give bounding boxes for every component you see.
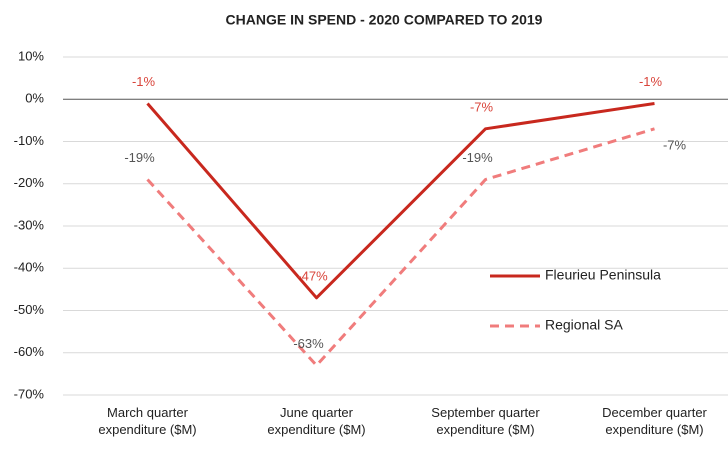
y-tick-label: -20% bbox=[14, 175, 45, 190]
y-tick-label: -10% bbox=[14, 133, 45, 148]
line-series bbox=[146, 101, 655, 300]
y-tick-label: -30% bbox=[14, 217, 45, 232]
y-tick-label: -70% bbox=[14, 386, 45, 401]
data-label: -63% bbox=[293, 336, 324, 351]
legend-label: Regional SA bbox=[545, 317, 623, 333]
data-label: -1% bbox=[132, 74, 156, 89]
y-tick-label: -50% bbox=[14, 302, 45, 317]
y-tick-label: -60% bbox=[14, 344, 45, 359]
x-tick-label: March quarter expenditure ($M) bbox=[98, 405, 197, 437]
legend-label: Fleurieu Peninsula bbox=[545, 267, 661, 283]
data-label: -47% bbox=[297, 268, 328, 283]
y-tick-label: 10% bbox=[18, 48, 44, 63]
data-label: -7% bbox=[663, 137, 687, 152]
chart-title: CHANGE IN SPEND - 2020 COMPARED TO 2019 bbox=[226, 12, 543, 28]
y-tick-label: 0% bbox=[25, 91, 44, 106]
data-label: -19% bbox=[462, 150, 493, 165]
y-tick-label: -40% bbox=[14, 260, 45, 275]
x-tick-label: December quarter expenditure ($M) bbox=[602, 405, 707, 437]
data-label: -7% bbox=[470, 99, 494, 114]
data-label: -19% bbox=[124, 150, 155, 165]
x-tick-label: September quarter expenditure ($M) bbox=[431, 405, 540, 437]
x-tick-label: June quarter expenditure ($M) bbox=[267, 405, 366, 437]
data-label: -1% bbox=[639, 74, 663, 89]
line-series bbox=[146, 127, 655, 367]
